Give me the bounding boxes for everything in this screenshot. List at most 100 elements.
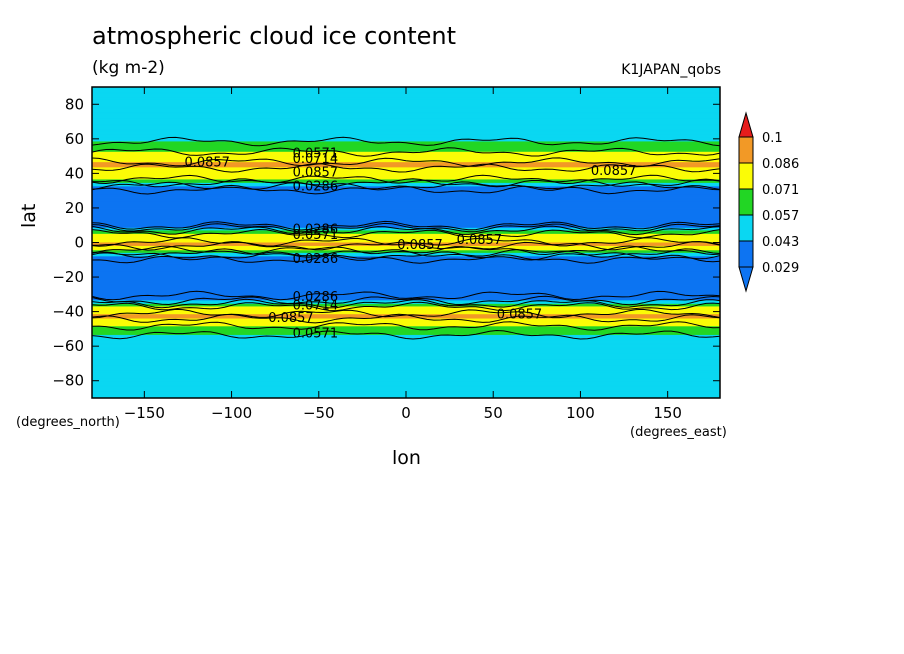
- contour-band: [92, 163, 720, 166]
- contour-band: [92, 263, 720, 265]
- contour-band: [92, 106, 720, 108]
- contour-band: [92, 264, 720, 267]
- contour-band: [92, 176, 720, 179]
- contour-band: [92, 252, 720, 255]
- colorbar-label: 0.1: [762, 131, 783, 146]
- contour-band: [92, 213, 720, 215]
- contour-band: [92, 271, 720, 274]
- contour-line: [92, 237, 720, 247]
- contour-band: [92, 201, 720, 203]
- contour-label: 0.0286: [293, 223, 339, 238]
- x-tick-label: 50: [484, 404, 503, 422]
- contour-band: [92, 380, 720, 383]
- contour-band: [92, 372, 720, 375]
- colorbar-bottom-arrow: [738, 266, 754, 293]
- contour-band: [92, 105, 720, 107]
- contour-band: [92, 108, 720, 111]
- contour-band: [92, 321, 720, 324]
- contour-band: [92, 275, 720, 277]
- contour-band: [92, 190, 720, 193]
- contour-band: [92, 336, 720, 339]
- contour-band: [92, 384, 720, 386]
- contour-band: [92, 285, 720, 288]
- contour-band: [92, 117, 720, 119]
- contour-band: [92, 364, 720, 366]
- contour-line: [92, 245, 720, 256]
- contour-band: [92, 135, 720, 137]
- contour-band: [92, 214, 720, 217]
- contour-band: [92, 223, 720, 225]
- contour-band: [92, 167, 720, 169]
- contour-band: [92, 247, 720, 250]
- contour-band: [92, 207, 720, 209]
- contour-band: [92, 164, 720, 167]
- contour-band: [92, 118, 720, 120]
- contour-band: [92, 257, 720, 259]
- contour-band: [92, 156, 720, 158]
- contour-band: [92, 334, 720, 337]
- contour-band: [92, 106, 720, 109]
- contour-band: [92, 372, 720, 374]
- contour-band: [92, 318, 720, 320]
- contour-band: [92, 199, 720, 201]
- contour-band: [92, 211, 720, 213]
- contour-band: [92, 131, 720, 134]
- x-tick-label: 0: [401, 404, 411, 422]
- contour-band: [92, 323, 720, 326]
- contour-band: [92, 161, 720, 163]
- contour-band: [92, 150, 720, 152]
- contour-band: [92, 95, 720, 98]
- contour-band: [92, 315, 720, 318]
- contour-label: 0.0571: [293, 147, 339, 162]
- contour-band: [92, 350, 720, 352]
- contour-band: [92, 200, 720, 202]
- contour-band: [92, 347, 720, 350]
- contour-band: [92, 204, 720, 206]
- contour-band: [92, 245, 720, 248]
- y-tick-label: 40: [65, 164, 84, 182]
- contour-band: [92, 175, 720, 178]
- contour-band: [92, 225, 720, 227]
- contour-band: [92, 367, 720, 370]
- contour-band: [92, 128, 720, 130]
- contour-band: [92, 195, 720, 198]
- contour-band: [92, 139, 720, 142]
- x-tick-label: 100: [566, 404, 595, 422]
- contour-band: [92, 330, 720, 333]
- contour-band: [92, 389, 720, 391]
- contour-band: [92, 341, 720, 344]
- contour-band: [92, 248, 720, 251]
- contour-band: [92, 262, 720, 264]
- contour-band: [92, 193, 720, 195]
- contour-band: [92, 240, 720, 243]
- contour-band: [92, 268, 720, 270]
- contour-band: [92, 256, 720, 258]
- contour-band: [92, 179, 720, 181]
- contour-band: [92, 116, 720, 118]
- contour-band: [92, 113, 720, 116]
- contour-lines: [92, 136, 720, 340]
- x-tick-label: −150: [124, 404, 165, 422]
- x-tick-label: −50: [303, 404, 335, 422]
- y-tick-label: −80: [52, 372, 84, 390]
- contour-label: 0.0857: [184, 155, 230, 170]
- contour-band: [92, 286, 720, 289]
- contour-band: [92, 293, 720, 295]
- contour-band: [92, 137, 720, 140]
- contour-band: [92, 181, 720, 183]
- contour-line: [92, 157, 720, 167]
- contour-band: [92, 353, 720, 356]
- contour-band: [92, 209, 720, 212]
- y-tick-label: 20: [65, 199, 84, 217]
- contour-band: [92, 373, 720, 376]
- y-tick-label: −60: [52, 337, 84, 355]
- colorbar-swatch: [738, 162, 754, 190]
- contour-band: [92, 145, 720, 148]
- contour-label: 0.0571: [293, 326, 339, 341]
- contour-band: [92, 123, 720, 125]
- contour-band: [92, 280, 720, 282]
- contour-band: [92, 183, 720, 186]
- contour-band: [92, 232, 720, 235]
- contour-band: [92, 349, 720, 352]
